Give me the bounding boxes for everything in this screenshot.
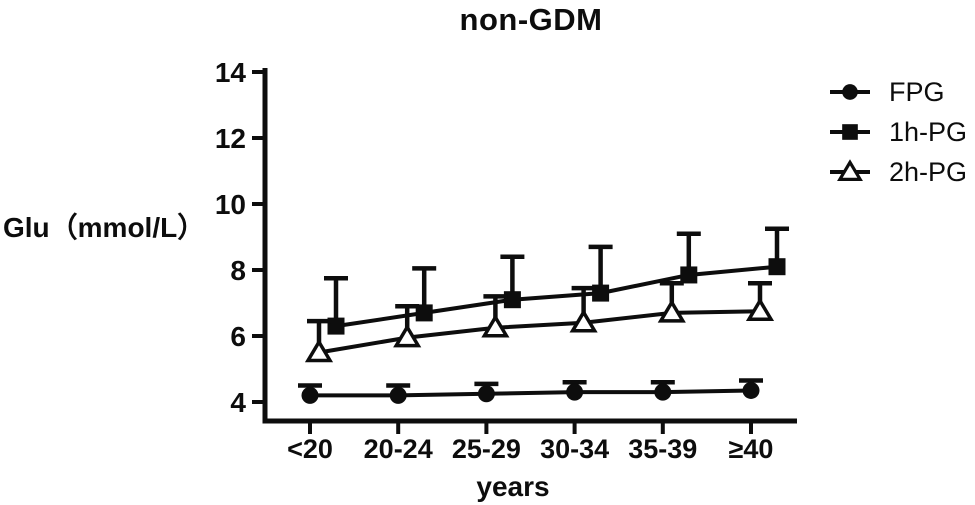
series-line: [335, 264, 778, 329]
legend-label: 1h-PG: [889, 117, 968, 147]
filled-square-marker: [768, 258, 786, 276]
legend-filled-square-icon: [842, 124, 858, 140]
x-tick-label: 20-24: [364, 434, 433, 464]
filled-circle-marker: [301, 386, 319, 404]
open-triangle-marker: [304, 338, 334, 363]
legend-marker-filled-square: [830, 124, 870, 140]
open-triangle-marker: [481, 313, 510, 338]
y-tick-label: 14: [215, 57, 247, 88]
filled-square-marker: [592, 284, 610, 302]
y-tick-label: 8: [230, 255, 246, 286]
x-tick-label: <20: [287, 434, 333, 464]
x-tick-label: 35-39: [628, 434, 697, 464]
series-2h-pg: [304, 280, 775, 363]
y-tick-label: 12: [215, 123, 246, 154]
legend-filled-circle-icon: [842, 84, 858, 100]
legend-marker-filled-circle: [830, 84, 870, 100]
legend-item-fpg: FPG: [828, 78, 967, 106]
x-tick-label: 25-29: [452, 434, 521, 464]
axes: [262, 68, 797, 424]
x-tick-label: 30-34: [540, 434, 609, 464]
open-triangle-marker: [393, 323, 422, 348]
filled-square-marker: [503, 291, 521, 309]
open-triangle-marker: [745, 297, 775, 321]
x-axis-label: years: [476, 471, 550, 502]
open-triangle-marker: [569, 308, 598, 333]
legend-open-triangle-icon: [837, 159, 863, 181]
series-fpg: [298, 378, 763, 404]
legend-item-1h-pg: 1h-PG: [828, 118, 967, 146]
filled-circle-marker: [654, 383, 672, 401]
filled-square-marker: [415, 304, 433, 322]
filled-square-marker: [327, 317, 345, 335]
legend-label: 2h-PG: [889, 157, 968, 187]
y-tick-label: 10: [215, 189, 246, 220]
open-triangle-marker: [657, 298, 686, 323]
y-tick-label: 6: [230, 321, 246, 352]
filled-circle-marker: [389, 386, 407, 404]
legend-label: FPG: [889, 77, 945, 107]
y-axis-label: Glu（mmol/L）: [3, 212, 206, 243]
legend: FPG 1h-PG 2h-PG: [828, 78, 967, 186]
filled-circle-marker: [477, 385, 495, 403]
filled-circle-marker: [742, 381, 760, 399]
x-tick-label: ≥40: [729, 434, 774, 464]
filled-square-marker: [680, 266, 698, 284]
legend-item-2h-pg: 2h-PG: [828, 158, 967, 186]
series-line: [318, 309, 761, 355]
chart-title: non-GDM: [459, 2, 603, 37]
filled-circle-marker: [566, 383, 584, 401]
series-line: [310, 388, 752, 398]
y-tick-label: 4: [230, 387, 246, 418]
series-1h-pg: [324, 226, 789, 335]
legend-marker-open-triangle: [830, 159, 870, 181]
